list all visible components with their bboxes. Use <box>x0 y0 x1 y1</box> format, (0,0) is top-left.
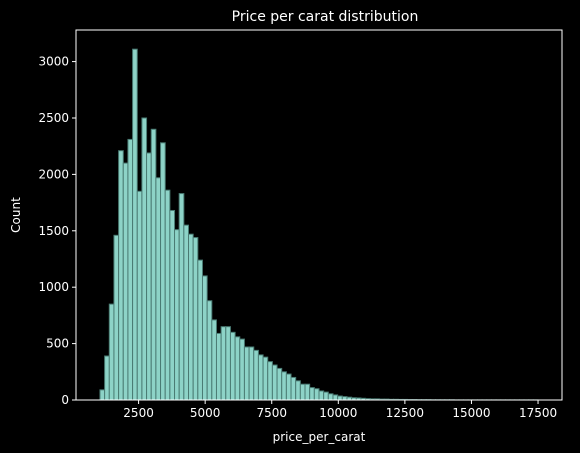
histogram-bar <box>257 354 264 401</box>
histogram-bar <box>276 367 283 401</box>
histogram-bar <box>229 331 236 401</box>
y-tick-label: 500 <box>46 337 69 351</box>
histogram-bar <box>169 209 176 401</box>
histogram-bar <box>267 361 273 401</box>
histogram-bar <box>146 152 152 401</box>
y-tick-label: 0 <box>61 393 69 407</box>
histogram-bar <box>271 364 278 401</box>
histogram-bar <box>248 346 255 401</box>
y-axis-label: Count <box>9 197 23 233</box>
histogram-bar <box>262 356 269 401</box>
histogram-bar <box>132 48 138 401</box>
histogram-bar <box>341 396 348 401</box>
histogram-bar <box>337 395 343 401</box>
histogram-bar <box>118 150 124 401</box>
histogram-bar <box>253 349 259 401</box>
x-tick-label: 2500 <box>123 406 154 420</box>
histogram-bar <box>332 394 339 401</box>
histogram-bar <box>155 177 162 401</box>
histogram-bar <box>136 190 143 401</box>
histogram-bar <box>174 229 180 401</box>
histogram-bar <box>295 380 301 401</box>
histogram-bar <box>309 387 315 401</box>
x-tick-label: 10000 <box>319 406 357 420</box>
x-tick-label: 5000 <box>190 406 221 420</box>
histogram-bar <box>122 162 129 401</box>
histogram-bar <box>113 234 120 401</box>
histogram-bar <box>127 138 134 401</box>
histogram-bar <box>183 224 190 401</box>
histogram-bar <box>160 142 166 401</box>
bars-group <box>99 48 539 401</box>
histogram-bar <box>234 336 241 401</box>
histogram-bar <box>239 338 245 401</box>
histogram-bar <box>188 233 194 401</box>
histogram-bar <box>243 346 250 401</box>
x-axis-ticks: 2500 5000 7500 10000 12500 15000 17500 <box>123 400 557 420</box>
y-tick-label: 3000 <box>38 55 69 69</box>
histogram-bar <box>99 389 106 401</box>
histogram-bar <box>281 371 287 401</box>
histogram-bar <box>290 376 297 401</box>
histogram-bar <box>201 275 208 401</box>
x-axis-label: price_per_carat <box>273 430 366 444</box>
histogram-bar <box>299 383 306 401</box>
histogram-bar <box>141 117 148 401</box>
x-tick-label: 15000 <box>452 406 490 420</box>
histogram-bar <box>215 332 222 401</box>
histogram-bar <box>318 390 325 401</box>
histogram-bar <box>108 303 115 401</box>
chart-title: Price per carat distribution <box>232 9 419 25</box>
x-tick-label: 7500 <box>256 406 287 420</box>
histogram-bar <box>304 383 311 401</box>
histogram-bar <box>206 300 213 401</box>
histogram-bar <box>150 128 157 401</box>
histogram-bar <box>327 393 334 401</box>
histogram-bar <box>211 319 217 401</box>
histogram-bar <box>225 326 231 401</box>
y-tick-label: 1500 <box>38 224 69 238</box>
x-tick-label: 17500 <box>519 406 557 420</box>
histogram-bar <box>220 326 227 401</box>
y-tick-label: 1000 <box>38 280 69 294</box>
histogram-bar <box>285 373 292 401</box>
histogram-bar <box>192 237 199 401</box>
histogram-bar <box>313 388 320 401</box>
histogram-bar <box>178 193 185 401</box>
y-tick-label: 2500 <box>38 111 69 125</box>
plot-frame <box>75 29 563 401</box>
y-axis-ticks: 0 500 1000 1500 2000 2500 3000 <box>38 55 76 407</box>
histogram-bar <box>104 355 110 401</box>
histogram-bar <box>323 391 329 401</box>
y-tick-label: 2000 <box>38 167 69 181</box>
histogram-bar <box>197 259 203 401</box>
histogram-bar <box>164 189 171 401</box>
x-tick-label: 12500 <box>386 406 424 420</box>
